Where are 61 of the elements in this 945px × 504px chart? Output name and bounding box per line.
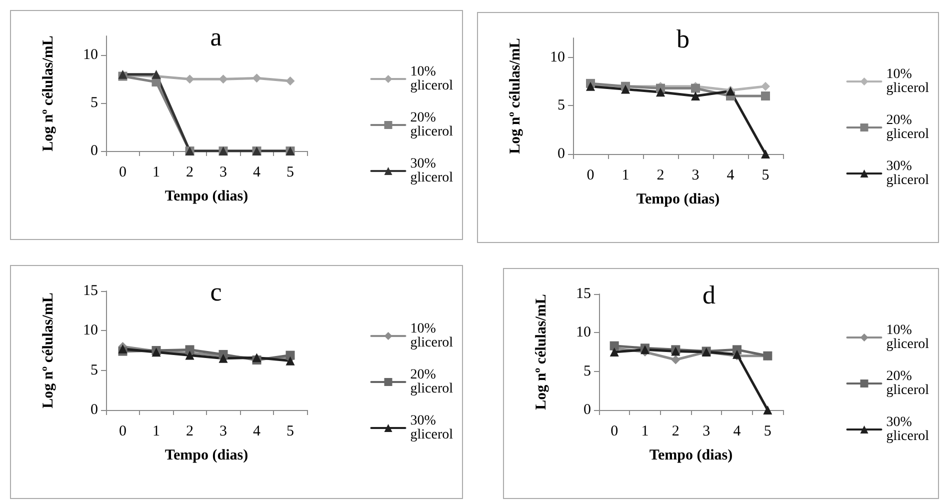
x-tick-label: 2: [186, 164, 194, 180]
chart-title: a: [210, 22, 222, 52]
y-tick-label: 0: [90, 402, 98, 418]
y-tick-label: 10: [83, 322, 98, 339]
x-tick-label: 4: [253, 164, 261, 180]
chart-title: b: [676, 24, 690, 54]
y-tick-label: 15: [83, 283, 98, 299]
x-axis-title: Tempo (dias): [649, 448, 733, 464]
x-tick-label: 4: [726, 168, 735, 184]
y-axis-title: Log nº células/mL: [40, 36, 56, 152]
legend-label: 20% glicerol: [410, 110, 454, 140]
legend-label: 10% glicerol: [886, 67, 930, 96]
chart-title: c: [210, 278, 222, 306]
x-tick-label: 4: [733, 424, 742, 440]
x-tick-label: 1: [152, 424, 160, 440]
x-tick-label: 5: [286, 424, 294, 440]
legend-label: 20% glicerol: [886, 113, 930, 142]
legend-label: 10% glicerol: [410, 322, 454, 350]
legend-label: 10% glicerol: [410, 64, 454, 94]
x-tick-label: 1: [641, 424, 649, 440]
x-tick-label: 3: [220, 424, 227, 440]
legend-label: 30% glicerol: [410, 156, 454, 186]
x-axis-title: Tempo (dias): [164, 188, 248, 204]
y-axis-title: Log nº células/mL: [508, 38, 524, 154]
y-axis-title: Log nº células/mL: [40, 292, 56, 408]
x-tick-label: 5: [764, 424, 772, 440]
x-axis-title: Tempo (dias): [164, 448, 248, 464]
x-tick-label: 2: [672, 424, 680, 440]
legend-label: 20% glicerol: [410, 368, 454, 396]
x-tick-label: 2: [656, 168, 664, 184]
y-tick-label: 5: [558, 98, 565, 114]
x-tick-label: 1: [152, 164, 160, 180]
legend-label: 30% glicerol: [410, 414, 454, 442]
x-tick-label: 4: [253, 424, 261, 440]
x-tick-label: 3: [692, 168, 700, 184]
x-axis-title: Tempo (dias): [636, 192, 720, 208]
y-tick-label: 15: [576, 286, 591, 302]
legend-label: 30% glicerol: [886, 415, 930, 444]
x-tick-label: 3: [220, 164, 227, 180]
x-tick-label: 0: [610, 424, 618, 440]
y-tick-label: 5: [584, 363, 591, 380]
y-tick-label: 5: [90, 95, 98, 112]
x-tick-label: 0: [119, 424, 126, 440]
y-tick-label: 10: [83, 47, 98, 64]
legend-label: 30% glicerol: [886, 159, 930, 188]
x-tick-label: 5: [286, 164, 294, 180]
x-tick-label: 5: [762, 168, 770, 184]
x-tick-label: 2: [186, 424, 194, 440]
legend-label: 10% glicerol: [886, 323, 930, 352]
x-tick-label: 1: [622, 168, 630, 184]
chart-title: d: [702, 280, 716, 310]
y-tick-label: 10: [576, 324, 591, 341]
y-axis-title: Log nº células/mL: [534, 294, 550, 410]
y-tick-label: 5: [90, 362, 98, 378]
y-tick-label: 0: [558, 146, 565, 162]
y-tick-label: 0: [584, 402, 591, 418]
x-tick-label: 0: [119, 164, 126, 180]
y-tick-label: 10: [550, 49, 565, 66]
legend-label: 20% glicerol: [886, 369, 930, 398]
y-tick-label: 0: [90, 143, 98, 159]
x-tick-label: 3: [702, 424, 710, 440]
